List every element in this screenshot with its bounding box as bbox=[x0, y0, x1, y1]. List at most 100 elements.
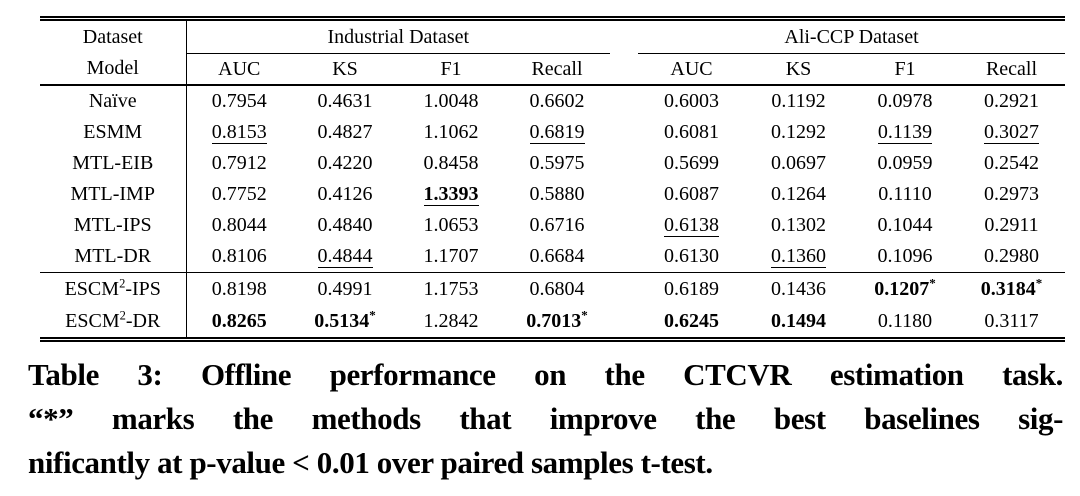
value-cell: 0.4126 bbox=[317, 183, 373, 205]
col-header-ind-auc: AUC bbox=[186, 53, 292, 86]
value-cell: 0.6602 bbox=[529, 90, 585, 112]
value-cell: 1.2842 bbox=[398, 305, 504, 342]
group-gap bbox=[610, 53, 638, 86]
value-cell: 0.7013* bbox=[504, 305, 610, 342]
table-row-escm2-dr: ESCM2-DR 0.8265 0.5134* 1.2842 0.7013* 0… bbox=[40, 305, 1065, 342]
value-cell: 0.1096 bbox=[877, 245, 933, 267]
group-header-industrial: Industrial Dataset bbox=[186, 16, 610, 54]
results-table: Dataset Industrial Dataset Ali-CCP Datas… bbox=[40, 16, 1065, 342]
value-cell: 0.3184* bbox=[958, 272, 1065, 305]
value-cell: 0.5699 bbox=[664, 152, 719, 174]
value-cell: 0.1494 bbox=[745, 305, 852, 342]
significance-asterisk: * bbox=[369, 306, 376, 322]
col-header-ali-auc: AUC bbox=[638, 53, 745, 86]
value-cell: 0.6684 bbox=[529, 245, 585, 267]
value-cell: 0.2921 bbox=[984, 90, 1039, 112]
model-cell: ESCM2-DR bbox=[40, 305, 187, 342]
table-row-mtl-eib: MTL-EIB 0.7912 0.4220 0.8458 0.5975 0.56… bbox=[40, 148, 1065, 179]
value-cell: 0.1436 bbox=[745, 272, 852, 305]
value-cell: 0.6087 bbox=[664, 183, 719, 205]
value-cell: 0.3117 bbox=[958, 305, 1065, 342]
model-cell: MTL-IMP bbox=[40, 179, 187, 210]
value-cell: 0.6819 bbox=[529, 121, 585, 144]
value-cell: 0.7752 bbox=[211, 183, 267, 205]
value-cell: 0.1192 bbox=[771, 90, 826, 112]
value-cell: 1.1753 bbox=[398, 272, 504, 305]
value-cell: 0.3027 bbox=[984, 121, 1039, 144]
value-cell: 0.4631 bbox=[317, 90, 373, 112]
significance-asterisk: * bbox=[581, 306, 588, 322]
value-cell: 0.8153 bbox=[211, 121, 267, 144]
value-cell: 0.1044 bbox=[877, 214, 933, 236]
value-cell: 0.6716 bbox=[529, 214, 585, 236]
value-cell: 0.6804 bbox=[504, 272, 610, 305]
value-cell: 0.2973 bbox=[984, 183, 1039, 205]
caption-line-1: Table 3: Offline performance on the CTCV… bbox=[28, 357, 1063, 392]
group-gap bbox=[610, 272, 638, 305]
group-gap bbox=[610, 85, 638, 117]
value-cell: 0.4840 bbox=[317, 214, 373, 236]
caption-line-3: nificantly at p-value < 0.01 over paired… bbox=[28, 445, 713, 480]
value-cell: 0.5975 bbox=[529, 152, 585, 174]
table-row-mtl-ips: MTL-IPS 0.8044 0.4840 1.0653 0.6716 0.61… bbox=[40, 210, 1065, 241]
col-header-ind-ks: KS bbox=[292, 53, 398, 86]
value-cell: 0.1180 bbox=[852, 305, 958, 342]
table-row-escm2-ips: ESCM2-IPS 0.8198 0.4991 1.1753 0.6804 0.… bbox=[40, 272, 1065, 305]
model-cell: ESMM bbox=[40, 117, 187, 148]
value-cell: 1.0048 bbox=[423, 90, 479, 112]
value-cell: 0.6138 bbox=[664, 214, 719, 237]
col-header-ind-recall: Recall bbox=[504, 53, 610, 86]
model-cell: ESCM2-IPS bbox=[40, 272, 187, 305]
value-cell: 0.4827 bbox=[317, 121, 373, 143]
group-header-ali-ccp: Ali-CCP Dataset bbox=[638, 16, 1065, 54]
value-cell: 0.4220 bbox=[317, 152, 373, 174]
value-cell: 0.5134* bbox=[292, 305, 398, 342]
value-cell: 0.1207* bbox=[852, 272, 958, 305]
value-cell: 0.7954 bbox=[211, 90, 267, 112]
value-cell: 1.1707 bbox=[423, 245, 479, 267]
value-cell: 0.0697 bbox=[771, 152, 826, 174]
model-superscript: 2 bbox=[119, 275, 126, 290]
value-cell: 0.7912 bbox=[211, 152, 267, 174]
model-cell: MTL-IPS bbox=[40, 210, 187, 241]
group-gap bbox=[610, 241, 638, 273]
table-caption: Table 3: Offline performance on the CTCV… bbox=[28, 353, 1063, 485]
group-gap bbox=[610, 148, 638, 179]
value-cell: 0.8106 bbox=[211, 245, 267, 267]
value-cell: 0.2542 bbox=[984, 152, 1039, 174]
value-cell: 0.8044 bbox=[211, 214, 267, 236]
value-cell: 1.0653 bbox=[423, 214, 479, 236]
group-gap bbox=[610, 117, 638, 148]
value-cell: 0.1302 bbox=[771, 214, 826, 236]
significance-asterisk: * bbox=[929, 274, 936, 290]
value-cell: 0.1110 bbox=[878, 183, 932, 205]
value-cell: 0.2911 bbox=[984, 214, 1039, 236]
value-cell: 0.6081 bbox=[664, 121, 719, 143]
table-row-mtl-dr: MTL-DR 0.8106 0.4844 1.1707 0.6684 0.613… bbox=[40, 241, 1065, 273]
value-cell: 0.6245 bbox=[638, 305, 745, 342]
value-cell: 0.0978 bbox=[877, 90, 933, 112]
value-cell: 0.8458 bbox=[423, 152, 479, 174]
group-gap bbox=[610, 179, 638, 210]
model-cell: Naïve bbox=[40, 85, 187, 117]
value-cell: 0.8265 bbox=[186, 305, 292, 342]
value-cell: 0.2980 bbox=[984, 245, 1039, 267]
value-cell: 0.1264 bbox=[771, 183, 826, 205]
model-cell: MTL-EIB bbox=[40, 148, 187, 179]
caption-line-2: “*” marks the methods that improve the b… bbox=[28, 401, 1063, 436]
value-cell: 0.4991 bbox=[292, 272, 398, 305]
value-cell: 0.6189 bbox=[638, 272, 745, 305]
header-group-row: Dataset Industrial Dataset Ali-CCP Datas… bbox=[40, 16, 1065, 54]
value-cell: 0.1292 bbox=[771, 121, 826, 143]
model-superscript: 2 bbox=[119, 307, 126, 322]
header-metric-row: Model AUC KS F1 Recall AUC KS F1 Recall bbox=[40, 53, 1065, 86]
col-header-ali-ks: KS bbox=[745, 53, 852, 86]
value-cell: 0.1139 bbox=[877, 121, 933, 144]
table-row-naive: Naïve 0.7954 0.4631 1.0048 0.6602 0.6003… bbox=[40, 85, 1065, 117]
col-header-ali-f1: F1 bbox=[852, 53, 958, 86]
group-gap bbox=[610, 210, 638, 241]
group-gap bbox=[610, 16, 638, 54]
value-cell: 1.3393 bbox=[423, 183, 479, 206]
corner-dataset-label: Dataset bbox=[40, 16, 187, 54]
